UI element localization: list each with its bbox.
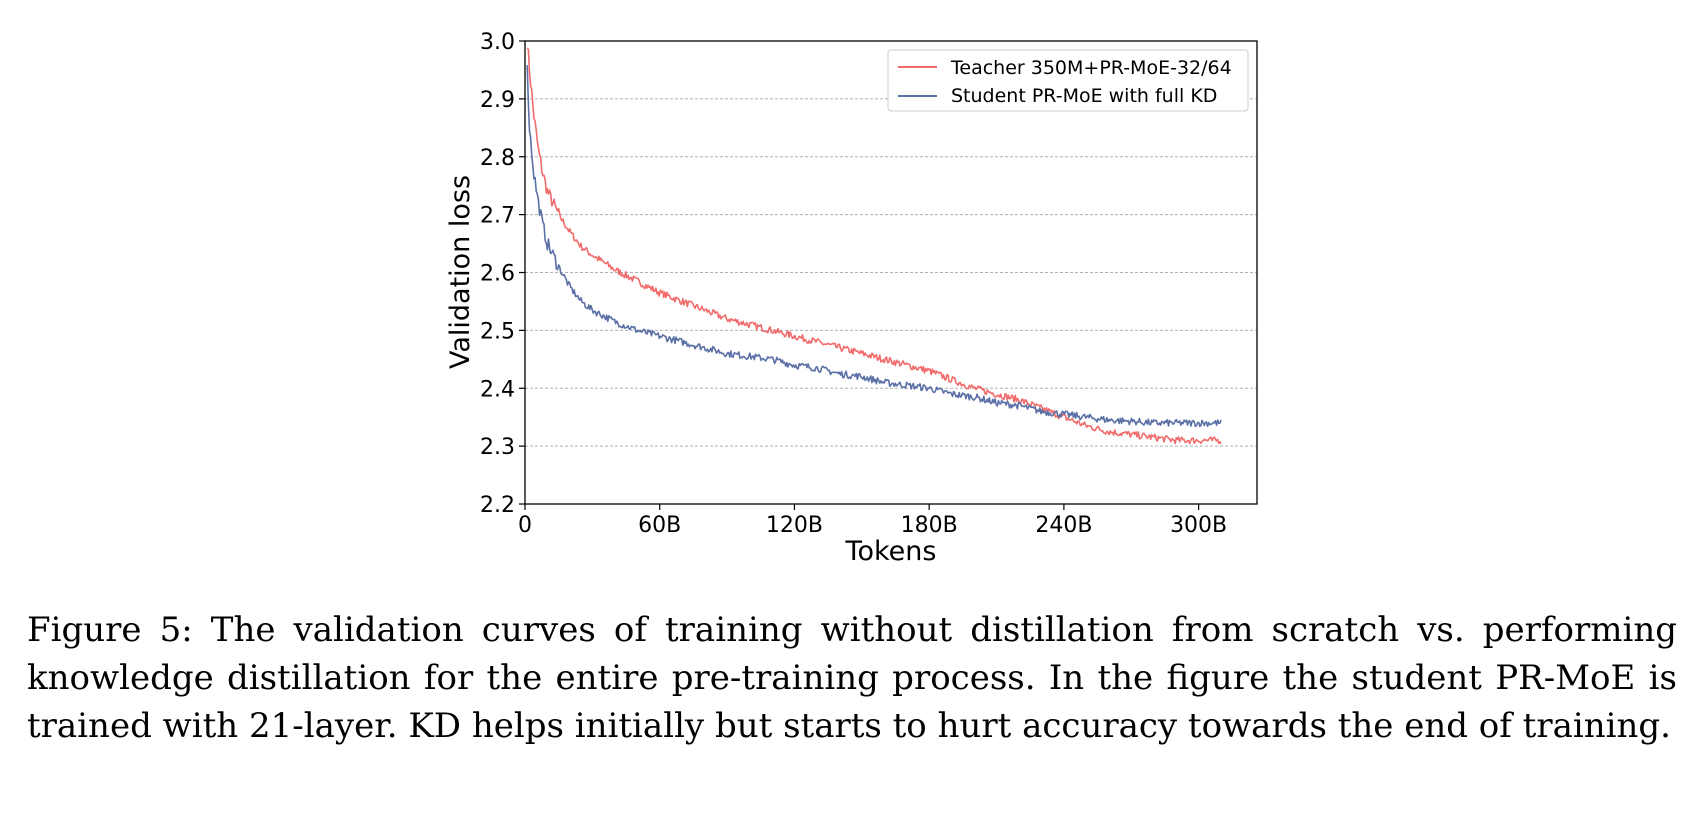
y-tick-label: 2.3: [480, 435, 515, 460]
series-lines: [526, 47, 1222, 445]
x-tick-label: 120B: [766, 513, 823, 538]
y-tick-label: 2.5: [480, 319, 515, 344]
x-tick-label: 180B: [901, 513, 958, 538]
x-tick-label: 0: [518, 513, 532, 538]
grid-lines: [525, 98, 1257, 447]
y-tick-label: 2.2: [480, 493, 515, 518]
teacher-loss-line: [526, 47, 1222, 445]
x-tick-label: 240B: [1035, 513, 1092, 538]
y-tick-label: 2.9: [480, 88, 515, 113]
y-tick-label: 2.8: [480, 146, 515, 171]
axis-ticks: 2.2 2.3 2.4 2.5 2.6 2.7 2.8 2.9 3.0 0 60B 120B 180B 2…: [480, 30, 1227, 538]
x-tick-label: 300B: [1170, 513, 1227, 538]
y-tick-label: 3.0: [480, 30, 515, 55]
y-tick-label: 2.4: [480, 377, 515, 402]
x-axis-label: Tokens: [845, 536, 937, 567]
y-tick-label: 2.6: [480, 262, 515, 287]
y-tick-label: 2.7: [480, 204, 515, 229]
y-axis-label: Validation loss: [445, 175, 476, 369]
student-loss-line: [526, 65, 1222, 428]
legend-box: [887, 49, 1249, 112]
legend-teacher-label: Teacher 350M+PR-MoE-32/64: [950, 57, 1232, 79]
legend-student-label: Student PR-MoE with full KD: [951, 85, 1217, 107]
figure-caption: Figure 5: The validation curves of train…: [27, 610, 1677, 746]
x-tick-label: 60B: [638, 513, 681, 538]
legend: Teacher 350M+PR-MoE-32/64 Student PR-MoE…: [887, 49, 1249, 112]
